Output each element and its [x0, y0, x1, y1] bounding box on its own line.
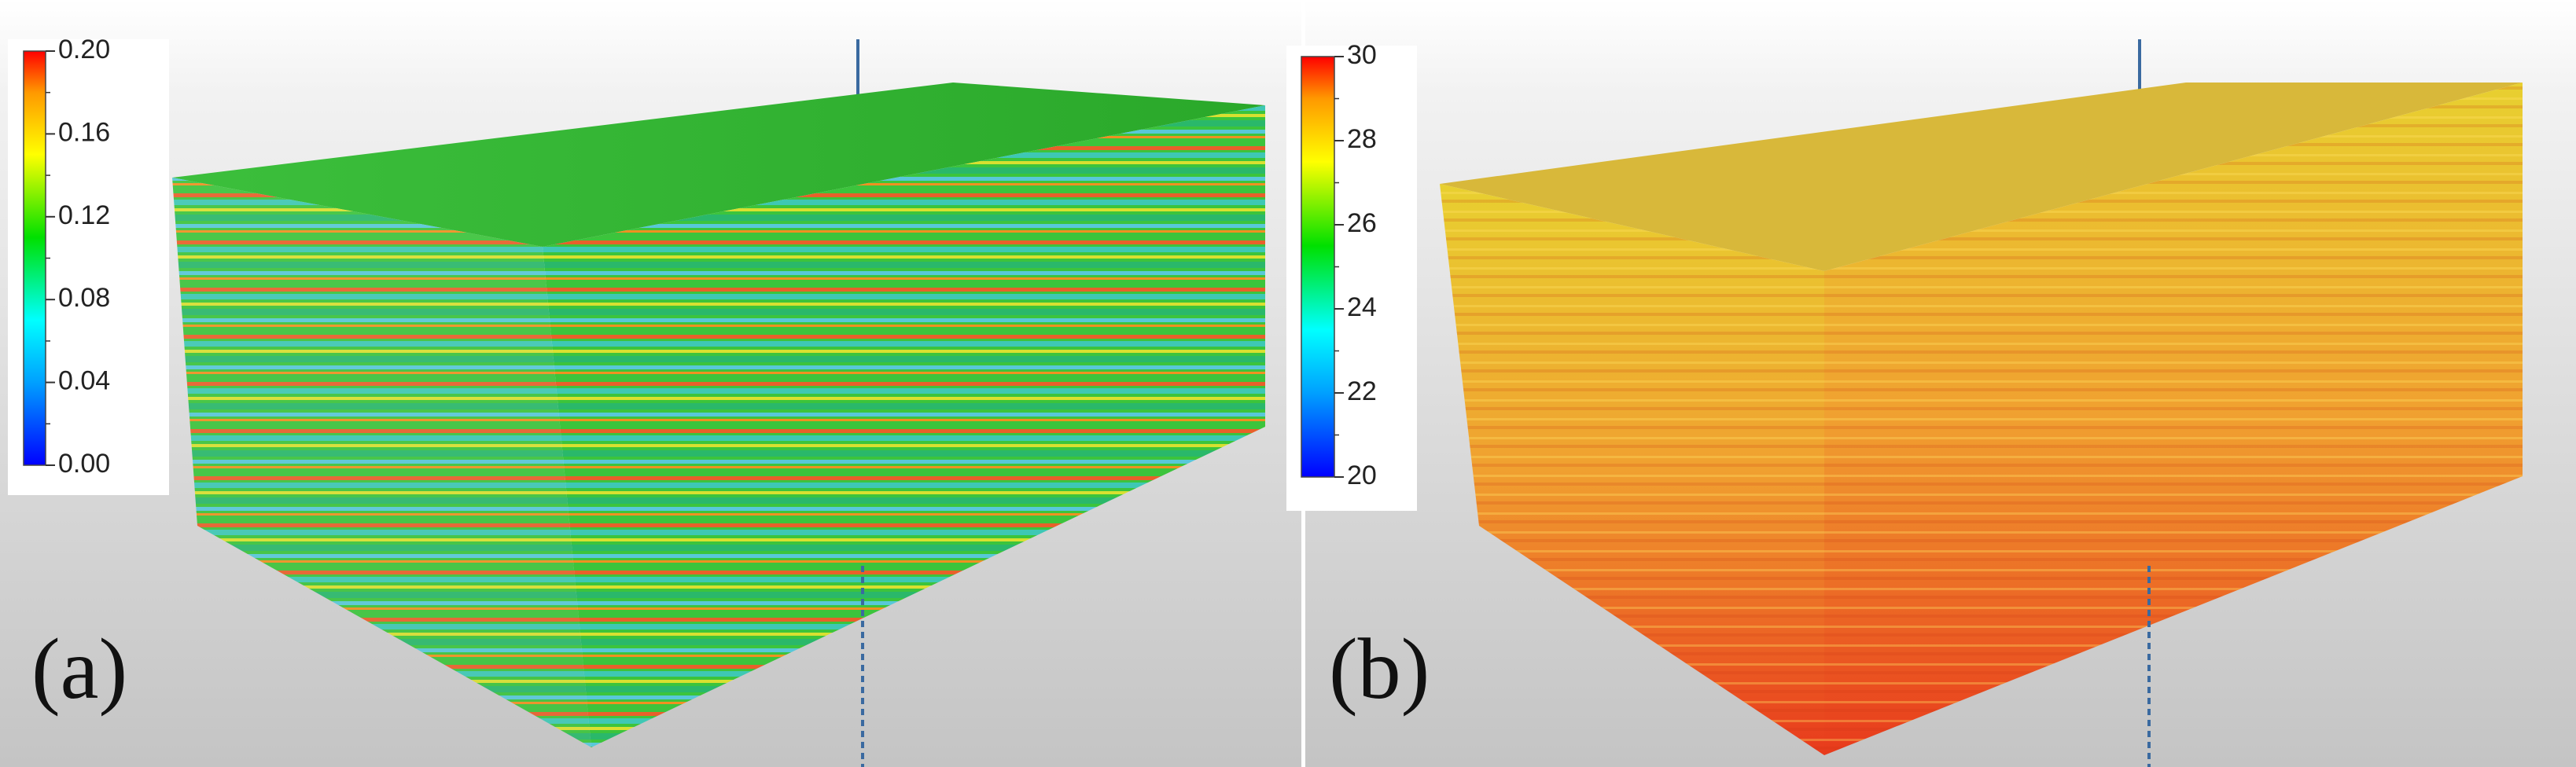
colorbar-ticks: 20 22 24 26 28 30 [1334, 40, 1377, 490]
tick-label: 26 [1347, 208, 1377, 238]
tick-label: 0.04 [58, 366, 110, 396]
block-stripes [1440, 184, 1824, 755]
tick-label: 0.08 [58, 283, 110, 313]
tick-label: 20 [1347, 461, 1377, 490]
block-top [172, 83, 1265, 247]
panel-label: (a) [31, 621, 127, 717]
tick-label: 30 [1347, 40, 1377, 70]
panel-label: (b) [1329, 621, 1430, 717]
tick-label: 24 [1347, 292, 1377, 322]
tick-label: 28 [1347, 124, 1377, 154]
tick-label: 0.16 [58, 117, 110, 147]
block-top [1440, 83, 2523, 271]
colorbar [1301, 56, 1335, 478]
tick-label: 0.12 [58, 200, 110, 230]
colorbar [23, 50, 46, 466]
colorbar-ticks: 0.00 0.04 0.08 0.12 0.16 0.20 [46, 35, 110, 479]
tick-label: 0.20 [58, 35, 110, 64]
block-stripes [1824, 83, 2523, 755]
tick-label: 0.00 [58, 449, 110, 479]
block-end [172, 178, 591, 747]
tick-label: 22 [1347, 376, 1377, 406]
block-side [543, 105, 1265, 747]
